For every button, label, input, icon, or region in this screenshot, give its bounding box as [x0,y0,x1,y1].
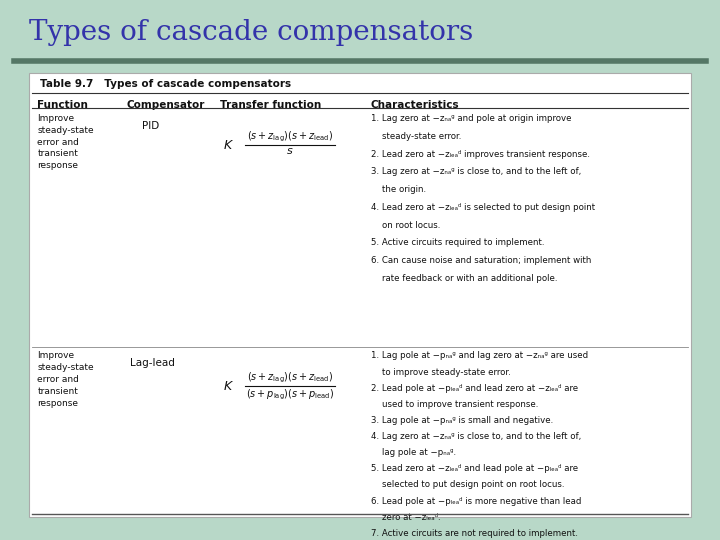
Text: $K$: $K$ [223,139,234,152]
Text: 2. Lead zero at −zₗₑₐᵈ improves transient response.: 2. Lead zero at −zₗₑₐᵈ improves transien… [371,150,590,159]
Text: 4. Lead zero at −zₗₑₐᵈ is selected to put design point: 4. Lead zero at −zₗₑₐᵈ is selected to pu… [371,203,595,212]
Text: 3. Lag pole at −pₙₐᵍ is small and negative.: 3. Lag pole at −pₙₐᵍ is small and negati… [371,416,553,425]
Text: rate feedback or with an additional pole.: rate feedback or with an additional pole… [371,274,557,283]
Text: Function: Function [37,99,89,110]
Text: Improve
steady-state
error and
transient
response: Improve steady-state error and transient… [37,352,94,408]
Text: Improve
steady-state
error and
transient
response: Improve steady-state error and transient… [37,114,94,170]
Text: $s$: $s$ [286,146,294,157]
Text: PID: PID [142,120,159,131]
Text: lag pole at −pₙₐᵍ.: lag pole at −pₙₐᵍ. [371,448,456,457]
Text: the origin.: the origin. [371,185,426,194]
Text: used to improve transient response.: used to improve transient response. [371,400,538,409]
Text: steady-state error.: steady-state error. [371,132,462,141]
Text: Lag-lead: Lag-lead [130,358,174,368]
Text: Compensator: Compensator [126,99,204,110]
Text: $(s+z_{\mathrm{lag}})(s+z_{\mathrm{lead}})$: $(s+z_{\mathrm{lag}})(s+z_{\mathrm{lead}… [247,129,333,144]
Text: $(s+p_{\mathrm{lag}})(s+p_{\mathrm{lead}})$: $(s+p_{\mathrm{lag}})(s+p_{\mathrm{lead}… [246,387,334,402]
Text: selected to put design point on root locus.: selected to put design point on root loc… [371,481,564,489]
Text: Transfer function: Transfer function [220,99,321,110]
Text: 2. Lead pole at −pₗₑₐᵈ and lead zero at −zₗₑₐᵈ are: 2. Lead pole at −pₗₑₐᵈ and lead zero at … [371,383,578,393]
Text: 1. Lag pole at −pₙₐᵍ and lag zero at −zₙₐᵍ are used: 1. Lag pole at −pₙₐᵍ and lag zero at −zₙ… [371,352,588,360]
Text: 5. Lead zero at −zₗₑₐᵈ and lead pole at −pₗₑₐᵈ are: 5. Lead zero at −zₗₑₐᵈ and lead pole at … [371,464,578,474]
Text: $(s+z_{\mathrm{lag}})(s+z_{\mathrm{lead}})$: $(s+z_{\mathrm{lag}})(s+z_{\mathrm{lead}… [247,370,333,384]
Text: on root locus.: on root locus. [371,221,440,230]
Text: to improve steady-state error.: to improve steady-state error. [371,368,510,376]
Text: 6. Can cause noise and saturation; implement with: 6. Can cause noise and saturation; imple… [371,256,591,265]
Text: 3. Lag zero at −zₙₐᵍ is close to, and to the left of,: 3. Lag zero at −zₙₐᵍ is close to, and to… [371,167,581,177]
Text: $K$: $K$ [223,380,234,393]
Text: 7. Active circuits are not required to implement.: 7. Active circuits are not required to i… [371,529,577,538]
Text: Types of cascade compensators: Types of cascade compensators [29,19,473,46]
Text: 6. Lead pole at −pₗₑₐᵈ is more negative than lead: 6. Lead pole at −pₗₑₐᵈ is more negative … [371,497,581,505]
FancyBboxPatch shape [29,73,691,517]
Text: 1. Lag zero at −zₙₐᵍ and pole at origin improve: 1. Lag zero at −zₙₐᵍ and pole at origin … [371,114,571,123]
Text: zero at −zₗₑₐᵈ.: zero at −zₗₑₐᵈ. [371,513,441,522]
Text: 5. Active circuits required to implement.: 5. Active circuits required to implement… [371,238,544,247]
Text: 4. Lag zero at −zₙₐᵍ is close to, and to the left of,: 4. Lag zero at −zₙₐᵍ is close to, and to… [371,432,581,441]
Text: Characteristics: Characteristics [371,99,459,110]
Text: Table 9.7   Types of cascade compensators: Table 9.7 Types of cascade compensators [40,79,291,89]
